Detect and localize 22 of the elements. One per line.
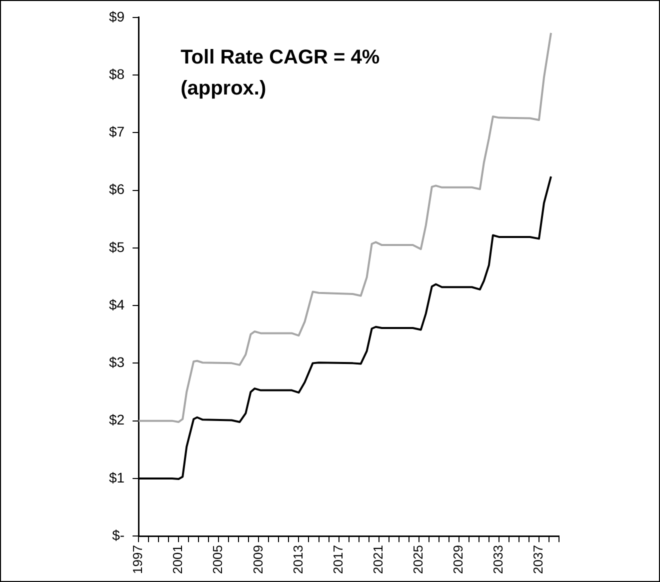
y-tick-label: $5 <box>108 238 125 255</box>
y-tick-label: $3 <box>108 354 125 370</box>
y-tick-label: $9 <box>108 8 125 24</box>
y-tick-label: $8 <box>108 66 125 82</box>
x-tick-label: 2021 <box>370 545 386 574</box>
x-tick-label: 2001 <box>170 545 186 574</box>
y-tick-label: $6 <box>108 181 125 198</box>
y-tick-label: $- <box>112 526 125 543</box>
y-tick-label: $1 <box>108 469 125 486</box>
x-tick-label: 2029 <box>450 545 466 574</box>
x-tick-label: 2033 <box>490 545 506 574</box>
x-tick-label: 2009 <box>250 545 266 574</box>
annotation: Toll Rate CAGR = 4% (approx.) <box>180 46 380 100</box>
x-tick-label: 2037 <box>530 545 546 574</box>
y-tick-label: $7 <box>108 124 125 140</box>
x-tick-label: 2013 <box>290 545 306 574</box>
x-tick-label: 1997 <box>130 545 146 574</box>
x-tick-label: 2005 <box>210 545 226 574</box>
y-tick-label: $2 <box>108 412 125 428</box>
x-tick-label: 2025 <box>410 545 426 574</box>
x-tick-label: 2017 <box>330 545 346 574</box>
y-tick-label: $4 <box>108 296 125 312</box>
